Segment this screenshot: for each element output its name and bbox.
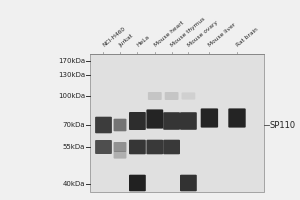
Bar [90,54,264,192]
FancyBboxPatch shape [182,92,195,100]
FancyBboxPatch shape [228,108,246,128]
FancyBboxPatch shape [165,92,178,100]
Text: NCI-H460: NCI-H460 [102,26,127,48]
FancyBboxPatch shape [113,142,127,152]
FancyBboxPatch shape [201,108,218,128]
Text: 130kDa: 130kDa [58,72,85,78]
Text: 40kDa: 40kDa [62,181,85,187]
Text: Mouse liver: Mouse liver [208,22,237,48]
FancyBboxPatch shape [129,112,146,130]
FancyBboxPatch shape [113,119,127,131]
FancyBboxPatch shape [129,175,146,191]
FancyBboxPatch shape [163,112,180,130]
Text: SP110: SP110 [269,120,296,130]
Text: Mouse thymus: Mouse thymus [170,16,206,48]
FancyBboxPatch shape [180,112,197,130]
Text: 70kDa: 70kDa [62,122,85,128]
FancyBboxPatch shape [95,140,112,154]
Text: 170kDa: 170kDa [58,58,85,64]
FancyBboxPatch shape [129,140,146,154]
Text: 55kDa: 55kDa [62,144,85,150]
Text: Rat brain: Rat brain [235,27,259,48]
FancyBboxPatch shape [95,117,112,133]
Text: HeLa: HeLa [136,34,151,48]
FancyBboxPatch shape [146,109,163,129]
Text: 100kDa: 100kDa [58,93,85,99]
FancyBboxPatch shape [163,140,180,154]
Text: Jurkat: Jurkat [118,33,134,48]
Text: Mouse ovary: Mouse ovary [187,20,219,48]
Text: Mouse heart: Mouse heart [153,20,184,48]
FancyBboxPatch shape [148,92,162,100]
FancyBboxPatch shape [146,140,163,154]
FancyBboxPatch shape [113,151,127,159]
FancyBboxPatch shape [180,175,197,191]
